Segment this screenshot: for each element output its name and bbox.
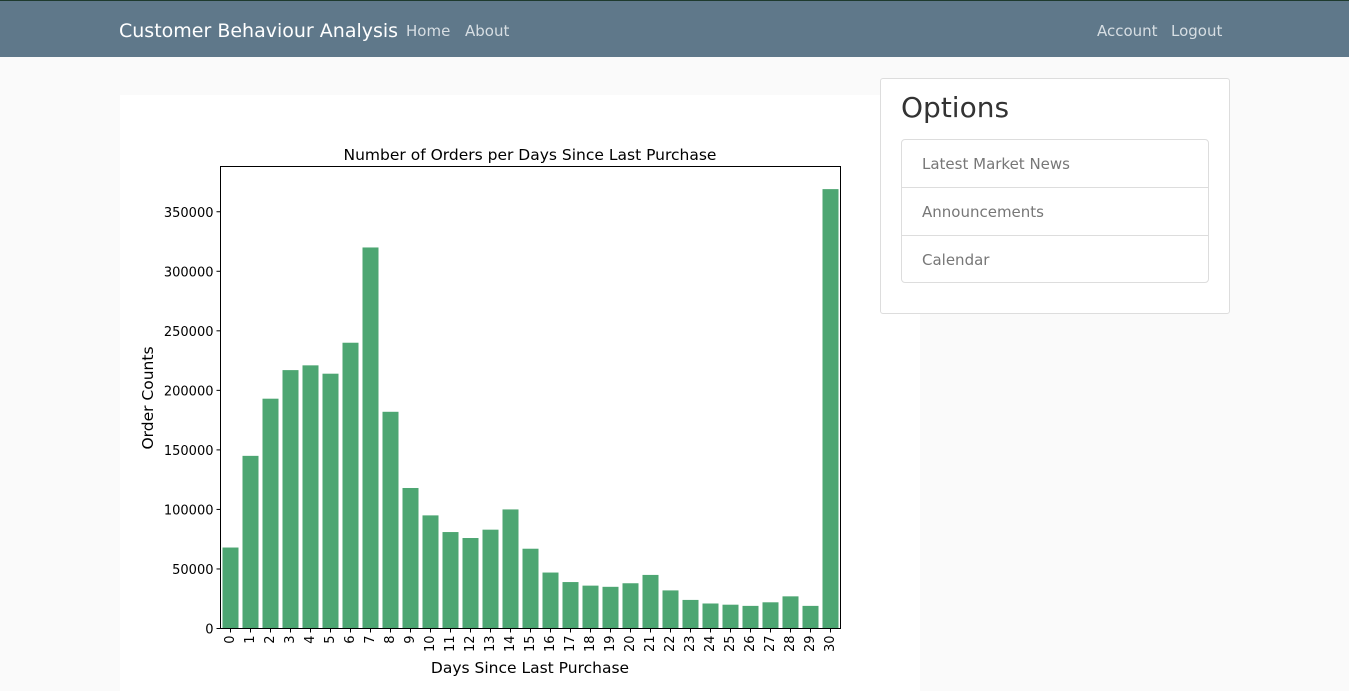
nav-about-link[interactable]: About <box>465 22 510 40</box>
chart-title: Number of Orders per Days Since Last Pur… <box>344 146 717 164</box>
bar-day-16 <box>542 572 559 629</box>
bar-day-20 <box>622 583 639 629</box>
y-tick-label: 50000 <box>172 563 213 578</box>
x-tick-label: 14 <box>503 636 518 653</box>
x-tick-label: 16 <box>543 636 558 653</box>
option-announcements[interactable]: Announcements <box>902 188 1208 236</box>
x-tick-label: 4 <box>303 636 318 644</box>
y-tick-label: 150000 <box>164 444 214 459</box>
bar-day-18 <box>582 585 599 629</box>
chart-y-axis-label: Order Counts <box>139 346 157 449</box>
y-tick-label: 250000 <box>164 325 214 340</box>
plot-frame <box>220 166 841 629</box>
bar-day-22 <box>662 590 679 629</box>
bar-day-7 <box>362 247 379 629</box>
x-tick-label: 25 <box>723 636 738 653</box>
x-tick-label: 22 <box>663 636 678 653</box>
x-tick-label: 1 <box>243 636 258 644</box>
bar-day-27 <box>762 602 779 629</box>
chart-panel: Number of Orders per Days Since Last Pur… <box>120 95 920 691</box>
bar-day-15 <box>522 548 539 629</box>
bar-day-30 <box>822 189 839 629</box>
options-title: Options <box>901 91 1010 124</box>
bar-day-14 <box>502 509 519 629</box>
nav-account-link[interactable]: Account <box>1097 22 1158 40</box>
x-tick-label: 19 <box>603 636 618 653</box>
nav-home-link[interactable]: Home <box>406 22 451 40</box>
bar-day-24 <box>702 603 719 629</box>
nav-logout-link[interactable]: Logout <box>1171 22 1223 40</box>
x-tick-label: 30 <box>823 636 838 653</box>
bar-day-5 <box>322 373 339 629</box>
x-tick-label: 23 <box>683 636 698 653</box>
brand-link[interactable]: Customer Behaviour Analysis <box>119 20 399 42</box>
x-tick-label: 0 <box>223 636 238 644</box>
bar-day-10 <box>422 515 439 629</box>
y-tick-label: 300000 <box>164 265 214 280</box>
x-tick-label: 5 <box>323 636 338 644</box>
x-tick-label: 10 <box>423 636 438 653</box>
bar-day-25 <box>722 604 739 629</box>
bar-day-0 <box>222 547 239 629</box>
bar-day-17 <box>562 582 579 629</box>
bar-day-8 <box>382 411 399 629</box>
bar-day-21 <box>642 574 659 629</box>
chart-x-axis-label: Days Since Last Purchase <box>431 659 629 677</box>
bar-day-3 <box>282 370 299 629</box>
x-tick-label: 24 <box>703 636 718 653</box>
bar-day-9 <box>402 487 419 629</box>
y-tick-label: 200000 <box>164 384 214 399</box>
options-list: Latest Market News Announcements Calenda… <box>901 139 1209 283</box>
bar-day-6 <box>342 342 359 629</box>
bar-day-19 <box>602 586 619 629</box>
bar-day-1 <box>242 455 259 629</box>
bar-day-11 <box>442 532 459 629</box>
options-panel: Options Latest Market News Announcements… <box>880 78 1230 314</box>
x-tick-label: 17 <box>563 636 578 653</box>
x-tick-label: 29 <box>803 636 818 653</box>
bar-day-4 <box>302 365 319 629</box>
x-tick-label: 15 <box>523 636 538 653</box>
option-latest-market-news[interactable]: Latest Market News <box>902 140 1208 188</box>
x-tick-label: 8 <box>383 636 398 644</box>
bar-day-2 <box>262 398 279 629</box>
bar-day-29 <box>802 605 819 629</box>
x-tick-label: 26 <box>743 636 758 653</box>
x-tick-label: 21 <box>643 636 658 653</box>
bar-day-26 <box>742 605 759 629</box>
y-tick-label: 350000 <box>164 206 214 221</box>
x-tick-label: 18 <box>583 636 598 653</box>
y-tick-label: 0 <box>205 623 213 638</box>
x-tick-label: 28 <box>783 636 798 653</box>
x-tick-label: 11 <box>443 636 458 653</box>
x-tick-label: 9 <box>403 636 418 644</box>
bar-day-12 <box>462 538 479 629</box>
x-tick-label: 27 <box>763 636 778 653</box>
y-tick-label: 100000 <box>164 503 214 518</box>
bar-day-13 <box>482 529 499 629</box>
x-tick-label: 2 <box>263 636 278 644</box>
x-tick-label: 12 <box>463 636 478 653</box>
x-tick-label: 3 <box>283 636 298 644</box>
orders-bar-chart: Number of Orders per Days Since Last Pur… <box>139 146 841 677</box>
x-tick-label: 7 <box>363 636 378 644</box>
bar-day-28 <box>782 596 799 629</box>
x-tick-label: 20 <box>623 636 638 653</box>
x-tick-label: 6 <box>343 636 358 644</box>
bar-day-23 <box>682 599 699 629</box>
option-calendar[interactable]: Calendar <box>922 251 990 269</box>
navbar: Customer Behaviour Analysis Home About A… <box>0 0 1349 57</box>
x-tick-label: 13 <box>483 636 498 653</box>
